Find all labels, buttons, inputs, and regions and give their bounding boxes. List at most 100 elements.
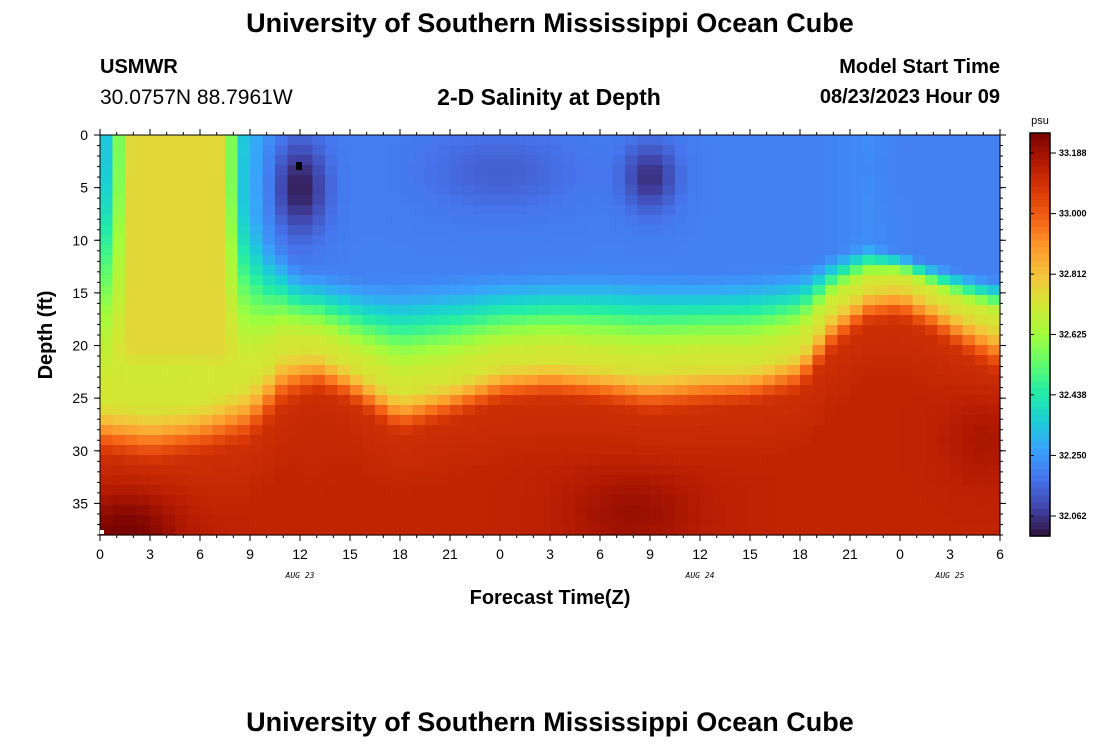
heatmap-cell	[487, 305, 501, 316]
heatmap-cell	[387, 365, 401, 376]
heatmap-cell	[387, 185, 401, 196]
heatmap-cell	[462, 155, 476, 166]
heatmap-cell	[762, 145, 776, 156]
colorbar-band	[1030, 495, 1050, 504]
heatmap-cell	[362, 515, 376, 526]
heatmap-cell	[537, 495, 551, 506]
heatmap-cell	[512, 225, 526, 236]
heatmap-cell	[937, 455, 951, 466]
heatmap-cell	[762, 415, 776, 426]
heatmap-cell	[175, 235, 189, 246]
heatmap-cell	[587, 305, 601, 316]
heatmap-cell	[300, 345, 314, 356]
heatmap-cell	[700, 505, 714, 516]
heatmap-cell	[187, 145, 201, 156]
heatmap-cell	[762, 245, 776, 256]
heatmap-cell	[762, 135, 776, 146]
heatmap-cell	[462, 165, 476, 176]
heatmap-cell	[437, 185, 451, 196]
heatmap-cell	[250, 285, 264, 296]
heatmap-cell	[137, 485, 151, 496]
heatmap-cell	[637, 285, 651, 296]
heatmap-cell	[637, 195, 651, 206]
heatmap-cell	[512, 295, 526, 306]
heatmap-cell	[162, 175, 176, 186]
heatmap-cell	[662, 375, 676, 386]
heatmap-cell	[637, 455, 651, 466]
heatmap-cell	[837, 175, 851, 186]
heatmap-cell	[850, 305, 864, 316]
heatmap-cell	[275, 505, 289, 516]
heatmap-cell	[300, 525, 314, 536]
heatmap-cell	[275, 205, 289, 216]
heatmap-cell	[487, 275, 501, 286]
heatmap-cell	[700, 145, 714, 156]
colorbar-tick-label: 33.000	[1059, 209, 1087, 219]
heatmap-cell	[525, 475, 539, 486]
heatmap-cell	[237, 405, 251, 416]
heatmap-cell	[162, 415, 176, 426]
heatmap-cell	[700, 345, 714, 356]
heatmap-cell	[125, 455, 139, 466]
heatmap-cell	[550, 375, 564, 386]
heatmap-cell	[137, 455, 151, 466]
heatmap-cell	[687, 365, 701, 376]
heatmap-cell	[887, 365, 901, 376]
heatmap-cell	[825, 525, 839, 536]
heatmap-cell	[825, 365, 839, 376]
heatmap-cell	[837, 155, 851, 166]
heatmap-cell	[587, 435, 601, 446]
heatmap-cell	[225, 275, 239, 286]
heatmap-cell	[925, 215, 939, 226]
heatmap-cell	[887, 375, 901, 386]
heatmap-cell	[475, 475, 489, 486]
heatmap-cell	[575, 495, 589, 506]
heatmap-cell	[225, 405, 239, 416]
heatmap-cell	[875, 455, 889, 466]
heatmap-cell	[850, 335, 864, 346]
heatmap-cell	[325, 455, 339, 466]
heatmap-cell	[975, 415, 989, 426]
heatmap-cell	[562, 345, 576, 356]
heatmap-cell	[687, 415, 701, 426]
heatmap-cell	[100, 295, 114, 306]
heatmap-cell	[962, 275, 976, 286]
heatmap-cell	[950, 355, 964, 366]
heatmap-cell	[712, 435, 726, 446]
heatmap-cell	[362, 205, 376, 216]
heatmap-cell	[575, 345, 589, 356]
heatmap-cell	[637, 205, 651, 216]
heatmap-cell	[262, 445, 276, 456]
heatmap-cell	[262, 275, 276, 286]
heatmap-cell	[725, 145, 739, 156]
heatmap-cell	[325, 425, 339, 436]
heatmap-cell	[825, 385, 839, 396]
heatmap-cell	[400, 355, 414, 366]
heatmap-cell	[175, 365, 189, 376]
heatmap-cell	[562, 195, 576, 206]
heatmap-cell	[262, 425, 276, 436]
heatmap-cell	[837, 425, 851, 436]
heatmap-cell	[350, 185, 364, 196]
heatmap-cell	[875, 315, 889, 326]
heatmap-cell	[250, 415, 264, 426]
heatmap-cell	[862, 175, 876, 186]
heatmap-cell	[150, 135, 164, 146]
heatmap-cell	[337, 385, 351, 396]
heatmap-cell	[512, 435, 526, 446]
heatmap-cell	[312, 355, 326, 366]
heatmap-cell	[275, 355, 289, 366]
heatmap-cell	[225, 355, 239, 366]
heatmap-cell	[787, 405, 801, 416]
heatmap-cell	[225, 385, 239, 396]
heatmap-cell	[925, 485, 939, 496]
heatmap-cell	[600, 265, 614, 276]
heatmap-cell	[575, 165, 589, 176]
heatmap-cell	[387, 485, 401, 496]
heatmap-cell	[487, 145, 501, 156]
colorbar-band	[1030, 401, 1050, 409]
heatmap-cell	[637, 525, 651, 536]
heatmap-cell	[737, 405, 751, 416]
heatmap-cell	[150, 485, 164, 496]
heatmap-cell	[350, 145, 364, 156]
